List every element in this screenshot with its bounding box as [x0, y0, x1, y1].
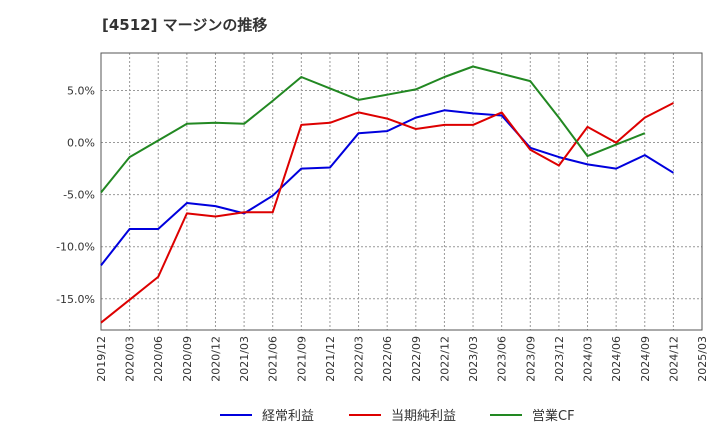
x-tick-label: 2020/03	[124, 336, 137, 382]
series-line	[100, 65, 646, 194]
x-tick-label: 2021/09	[295, 336, 308, 382]
legend: 経常利益 当期純利益 営業CF	[220, 408, 575, 424]
x-tick-label: 2023/03	[467, 336, 480, 382]
x-tick-label: 2022/06	[381, 336, 394, 382]
x-tick-label: 2024/06	[610, 336, 623, 382]
y-axis-ticks: 5.0% 0.0% -5.0% -10.0% -15.0%	[56, 84, 95, 305]
y-tick-label: -10.0%	[56, 241, 95, 254]
x-tick-label: 2021/06	[267, 336, 280, 382]
x-tick-label: 2023/06	[496, 336, 509, 382]
y-tick-label: 5.0%	[67, 84, 95, 97]
x-tick-label: 2022/03	[353, 336, 366, 382]
x-tick-label: 2024/09	[639, 336, 652, 382]
y-tick-label: -5.0%	[63, 189, 95, 202]
x-axis-ticks: 2019/12 2020/03 2020/06 2020/09 2020/12 2021/…	[95, 336, 709, 382]
legend-label: 経常利益	[262, 409, 314, 424]
series-line	[100, 109, 674, 267]
series-line	[100, 102, 674, 324]
x-tick-label: 2021/12	[324, 336, 337, 382]
x-tick-label: 2024/03	[582, 336, 595, 382]
legend-label: 営業CF	[532, 408, 575, 424]
horizontal-grid	[101, 89, 702, 300]
x-tick-label: 2023/09	[524, 336, 537, 382]
series-layer	[100, 65, 674, 324]
x-tick-label: 2022/12	[438, 336, 451, 382]
x-tick-label: 2023/12	[553, 336, 566, 382]
x-tick-label: 2020/12	[209, 336, 222, 382]
y-tick-label: 0.0%	[67, 137, 95, 150]
x-tick-label: 2025/03	[696, 336, 709, 382]
x-tick-label: 2020/06	[152, 336, 165, 382]
plot-area	[101, 53, 702, 330]
legend-label: 当期純利益	[391, 409, 456, 424]
x-tick-label: 2020/09	[181, 336, 194, 382]
chart-title: [4512] マージンの推移	[102, 16, 267, 34]
x-tick-label: 2021/03	[238, 336, 251, 382]
y-tick-label: -15.0%	[56, 293, 95, 306]
x-tick-label: 2019/12	[95, 336, 108, 382]
x-tick-label: 2024/12	[667, 336, 680, 382]
x-tick-label: 2022/09	[410, 336, 423, 382]
